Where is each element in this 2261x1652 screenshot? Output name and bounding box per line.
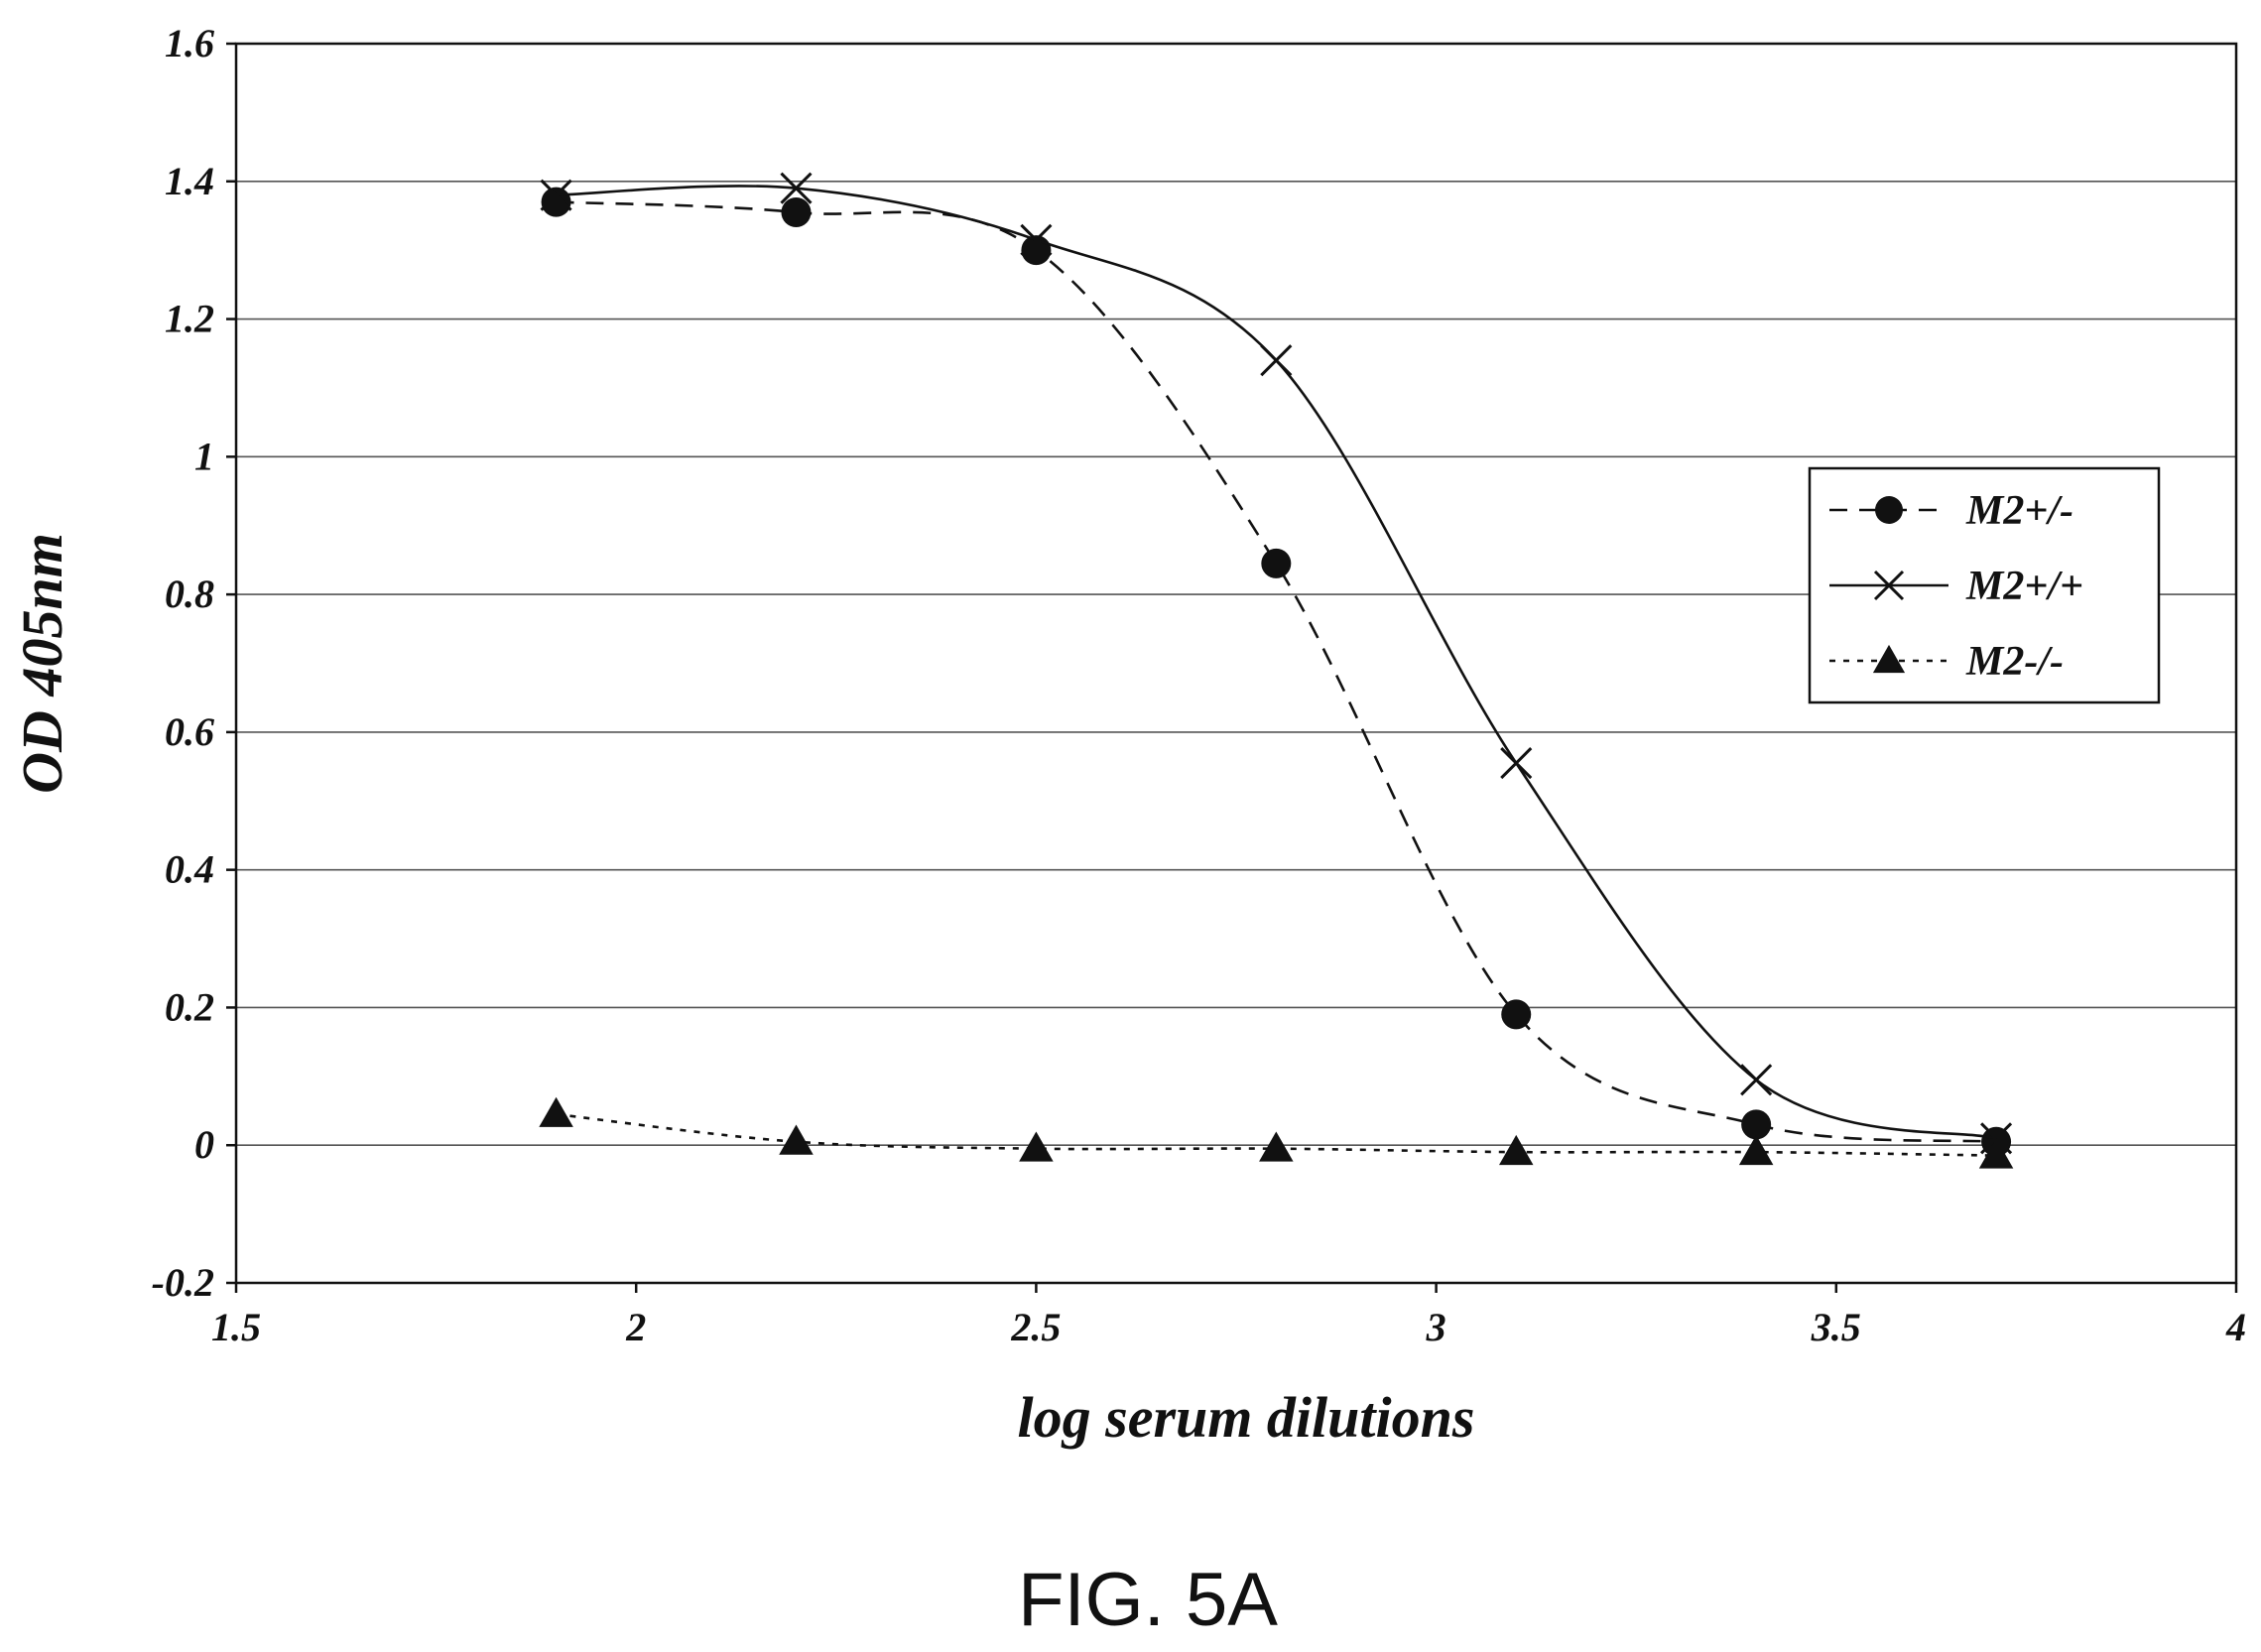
x-tick-label: 2 bbox=[625, 1305, 646, 1349]
series-line bbox=[556, 200, 1997, 1144]
legend-label: M2+/+ bbox=[1965, 564, 2083, 609]
data-point bbox=[780, 172, 813, 204]
y-tick-label: 0.6 bbox=[165, 709, 214, 754]
y-tick-label: -0.2 bbox=[152, 1260, 214, 1305]
data-point bbox=[1980, 1122, 2013, 1155]
legend-label: M2-/- bbox=[1965, 639, 2064, 685]
legend: M2+/- M2+/+ M2-/- bbox=[1808, 466, 2161, 704]
x-tick-label: 3.5 bbox=[1811, 1305, 1861, 1349]
y-tick-label: 1.2 bbox=[165, 297, 214, 341]
y-tick-label: 0.8 bbox=[165, 572, 214, 616]
data-point-stroke bbox=[1980, 1122, 2013, 1155]
data-point bbox=[1260, 344, 1293, 377]
data-point-stroke bbox=[1740, 1064, 1773, 1096]
y-tick-label: 1.6 bbox=[165, 21, 214, 65]
y-tick-label: 0.2 bbox=[165, 984, 214, 1029]
legend-marker bbox=[1875, 496, 1903, 524]
legend-marker-stroke bbox=[1873, 570, 1905, 601]
data-point bbox=[781, 197, 812, 228]
data-point bbox=[1740, 1064, 1773, 1096]
data-point-stroke bbox=[1020, 223, 1053, 256]
x-axis-title: log serum dilutions bbox=[1018, 1385, 1475, 1450]
series-layer bbox=[539, 172, 2014, 1169]
legend-marker bbox=[1872, 644, 1906, 674]
figure-caption: FIG. 5A bbox=[1018, 1558, 1278, 1642]
data-point bbox=[541, 187, 571, 217]
x-tick-label: 2.5 bbox=[1010, 1305, 1061, 1349]
data-point-stroke bbox=[780, 172, 813, 204]
y-tick-label: 0 bbox=[194, 1122, 214, 1167]
data-point bbox=[1741, 1109, 1772, 1140]
data-point bbox=[1500, 747, 1533, 780]
data-point bbox=[1019, 1131, 1054, 1162]
tick-label-layer: 1.6 1.4 1.2 1 0.8 0.6 0.4 0.2 0 -0.21.5 2 2.5 3 3.5 4 bbox=[152, 21, 2246, 1349]
data-point bbox=[1738, 1134, 1774, 1166]
data-point bbox=[539, 1096, 573, 1127]
data-point bbox=[1498, 1134, 1534, 1166]
series-2 bbox=[540, 172, 2013, 1155]
data-point bbox=[1259, 1131, 1294, 1162]
plot-frame bbox=[234, 42, 2238, 1285]
series-line bbox=[556, 185, 1997, 1140]
series-3 bbox=[539, 1096, 2014, 1169]
data-point-stroke bbox=[1260, 344, 1293, 377]
legend-marker bbox=[1873, 570, 1905, 601]
data-point bbox=[1020, 223, 1053, 256]
x-tick-label: 4 bbox=[2225, 1305, 2246, 1349]
y-axis-title: OD 405nm bbox=[10, 533, 74, 794]
data-point-stroke bbox=[540, 179, 572, 211]
series-1 bbox=[541, 187, 2012, 1157]
y-tick-label: 1 bbox=[194, 434, 214, 478]
data-point-stroke bbox=[1500, 747, 1533, 780]
data-point bbox=[1978, 1138, 2014, 1169]
data-point bbox=[1501, 999, 1532, 1030]
data-point bbox=[1261, 548, 1292, 578]
data-point bbox=[540, 179, 572, 211]
x-tick-label: 1.5 bbox=[211, 1305, 261, 1349]
y-tick-label: 0.4 bbox=[165, 847, 214, 892]
data-point bbox=[779, 1124, 814, 1155]
x-tick-label: 3 bbox=[1426, 1305, 1446, 1349]
y-tick-label: 1.4 bbox=[165, 159, 214, 203]
legend-label: M2+/- bbox=[1965, 488, 2073, 534]
